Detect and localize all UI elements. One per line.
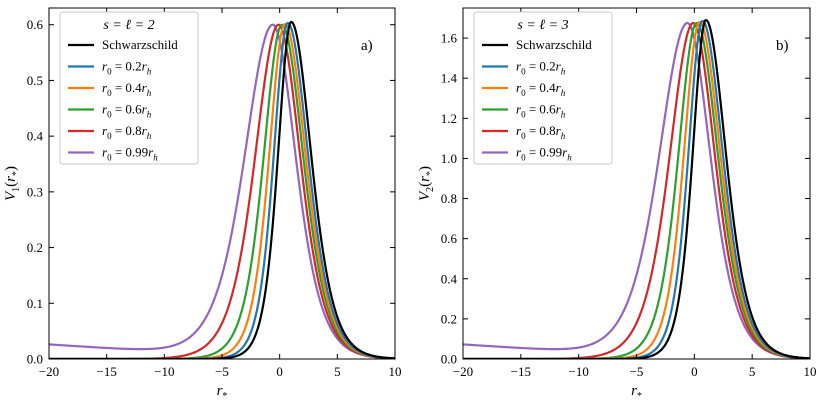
x-tick-label: −10 [154,364,174,379]
y-tick-label: 1.0 [441,151,457,166]
x-tick-label: 0 [276,364,283,379]
legend-label: r0 = 0.6rh [516,102,566,120]
series-line-r0_0.99 [49,23,395,359]
y-axis-label: V2(r*) [417,166,436,201]
y-tick-label: 0.4 [27,129,44,144]
y-tick-label: 1.2 [441,111,457,126]
x-axis-label: r* [217,383,228,402]
legend: s = ℓ = 2 Schwarzschild r0 = 0.2rh r0 = 0.4… [59,11,199,165]
y-tick-label: 0.5 [27,73,43,88]
x-tick-label: 10 [804,364,817,379]
y-tick-label: 0.6 [441,231,458,246]
legend-label: r0 = 0.6rh [102,102,152,120]
y-tick-label: 0.8 [441,191,457,206]
x-tick-label: −10 [568,364,588,379]
y-tick-label: 0.3 [27,184,43,199]
x-tick-label: −20 [39,364,59,379]
legend-title: s = ℓ = 3 [517,18,568,33]
x-tick-label: −20 [453,364,473,379]
x-axis-label: r* [631,383,642,402]
x-tick-label: 10 [389,364,402,379]
y-tick-label: 0.2 [27,240,43,255]
panel-label: a) [361,38,373,54]
panel-label: b) [776,38,789,54]
x-tick-label: −5 [630,364,644,379]
legend-label: r0 = 0.4rh [102,80,152,98]
chart-panel-2: −20 −15 −10 −5 0 5 10 0.0 0.2 0.4 0.6 0.8 1.0 1.2 1.4 1… [417,7,817,402]
legend-label: r0 = 0.99rh [516,145,572,163]
x-tick-label: 5 [334,364,341,379]
y-tick-label: 0.4 [441,271,458,286]
y-tick-label: 1.4 [441,71,458,86]
legend-label: Schwarzschild [102,37,178,52]
y-tick-label: 0.0 [441,352,457,367]
legend-label: r0 = 0.99rh [102,145,158,163]
chart-panel-1: −20 −15 −10 −5 0 5 10 0.0 0.1 0.2 0.3 0.4 0.5 0.6 r* V1… [3,7,402,402]
legend-label: r0 = 0.8rh [516,123,566,141]
series-line-r0_0.6 [463,21,810,359]
legend-label: r0 = 0.2rh [102,59,152,77]
legend-label: r0 = 0.4rh [516,80,566,98]
y-tick-label: 1.6 [441,31,458,46]
y-tick-label: 0.1 [27,296,43,311]
y-tick-label: 0.0 [27,352,43,367]
x-tick-label: −15 [96,364,116,379]
legend: s = ℓ = 3 Schwarzschild r0 = 0.2rh r0 = 0.4… [473,11,613,165]
y-tick-label: 0.6 [27,17,44,32]
y-axis-label: V1(r*) [3,166,22,201]
legend-box [473,11,613,165]
legend-label: r0 = 0.8rh [102,123,152,141]
legend-label: Schwarzschild [516,37,592,52]
legend-box [59,11,199,165]
x-tick-label: −5 [215,364,229,379]
series-line-r0_0.99 [463,21,810,359]
legend-label: r0 = 0.2rh [516,59,566,77]
x-tick-label: 0 [691,364,698,379]
y-tick-label: 0.2 [441,311,457,326]
legend-title: s = ℓ = 2 [103,18,154,33]
x-tick-label: −15 [511,364,531,379]
series-line-r0_0.6 [49,23,395,359]
x-tick-label: 5 [749,364,756,379]
